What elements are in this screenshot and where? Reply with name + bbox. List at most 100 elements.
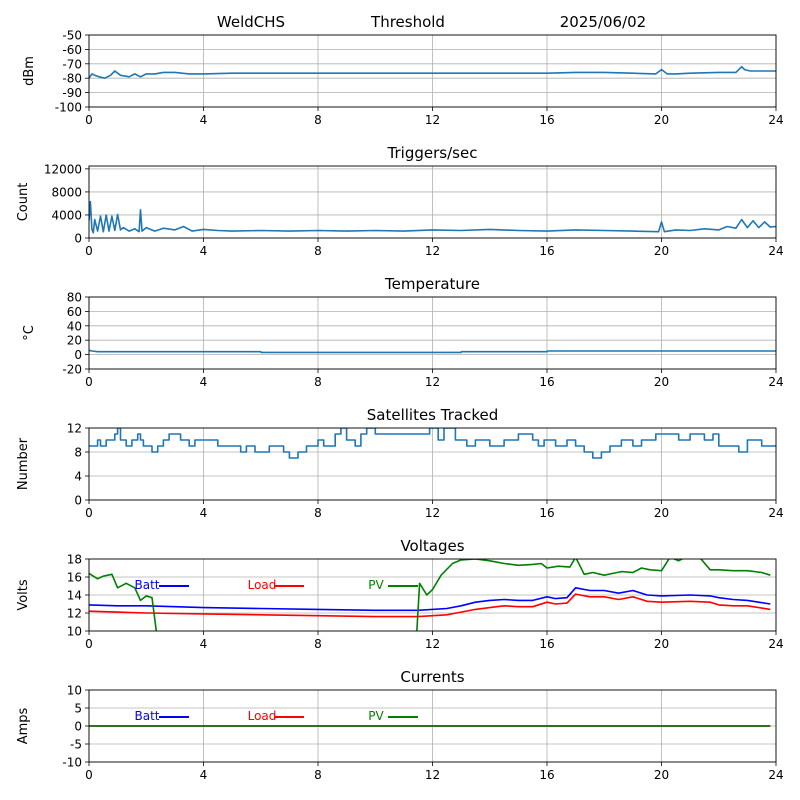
triggers-title: Triggers/sec — [387, 144, 478, 162]
triggers-series-line — [89, 200, 776, 234]
temperature-series-line — [89, 349, 776, 354]
voltages-xtick-label: 24 — [768, 637, 783, 651]
header-station: WeldCHS — [217, 13, 285, 31]
temperature-axes-frame — [88, 296, 777, 370]
temperature-xtick-label: 16 — [539, 375, 554, 389]
triggers-axes-frame — [88, 165, 777, 239]
temperature-ytick-label: 40 — [67, 319, 82, 333]
signal-xtick-label: 0 — [85, 113, 93, 127]
satellites-xtick-label: 16 — [539, 506, 554, 520]
triggers-xtick-label: 12 — [425, 244, 440, 258]
signal-panel: 0 4 8 12 16 20 24 -50-60-70-80-90-100 dBm — [22, 29, 784, 128]
voltages-ytick-label: 12 — [67, 607, 82, 621]
legend-label-batt: Batt — [135, 709, 160, 723]
legend-label-load: Load — [248, 709, 277, 723]
temperature-title: Temperature — [384, 275, 480, 293]
legend-label-pv: PV — [368, 578, 384, 592]
signal-ytick-label: -60 — [62, 43, 82, 57]
currents-ylabel: Amps — [16, 707, 31, 744]
voltages-xtick-label: 12 — [425, 637, 440, 651]
temperature-xtick-label: 12 — [425, 375, 440, 389]
voltages-series-load — [89, 593, 771, 618]
satellites-axes-frame — [88, 427, 777, 501]
voltages-ytick-label: 16 — [67, 571, 82, 585]
signal-xtick-label: 8 — [314, 113, 322, 127]
satellites-xtick-label: 24 — [768, 506, 783, 520]
signal-xtick-label: 16 — [539, 113, 554, 127]
voltages-xtick-label: 0 — [85, 637, 93, 651]
triggers-ylabel: Count — [16, 183, 31, 222]
triggers-panel: 0 4 8 12 16 20 24 12000 8000 4000 0 Triggers/sec Cou… — [16, 144, 784, 258]
signal-ytick-label: -100 — [55, 101, 82, 115]
signal-ylabel: dBm — [22, 56, 37, 86]
signal-ytick-label: -90 — [62, 86, 82, 100]
voltages-panel: 0 4 8 12 16 20 24 18 16 14 12 10 Voltages Volts Batt Lo… — [16, 537, 784, 651]
satellites-xtick-label: 0 — [85, 506, 93, 520]
satellites-xtick-label: 4 — [200, 506, 208, 520]
currents-xtick-label: 8 — [314, 768, 322, 782]
satellites-xtick-label: 12 — [425, 506, 440, 520]
currents-xtick-label: 20 — [654, 768, 669, 782]
currents-ytick-label: 5 — [74, 702, 82, 716]
voltages-title: Voltages — [400, 537, 464, 555]
header-mode: Threshold — [370, 13, 445, 31]
triggers-ytick-label: 8000 — [51, 185, 82, 199]
satellites-series-line — [89, 428, 776, 459]
temperature-xtick-label: 0 — [85, 375, 93, 389]
signal-xtick-label: 4 — [200, 113, 208, 127]
signal-xtick-label: 20 — [654, 113, 669, 127]
currents-xtick-label: 24 — [768, 768, 783, 782]
temperature-xtick-label: 8 — [314, 375, 322, 389]
temperature-xtick-label: 4 — [200, 375, 208, 389]
legend-label-pv: PV — [368, 709, 384, 723]
temperature-ytick-label: 0 — [74, 348, 82, 362]
temperature-ytick-label: -20 — [62, 363, 82, 377]
satellites-panel: 0 4 8 12 16 20 24 12 8 4 0 Satellites Tracked Number — [16, 406, 784, 520]
currents-ytick-label: 0 — [74, 720, 82, 734]
temperature-ytick-label: 60 — [67, 305, 82, 319]
signal-ytick-label: -80 — [62, 72, 82, 86]
satellites-xtick-label: 20 — [654, 506, 669, 520]
signal-xtick-label: 12 — [425, 113, 440, 127]
signal-series-line — [89, 65, 776, 79]
triggers-ytick-label: 0 — [74, 232, 82, 246]
triggers-xtick-label: 20 — [654, 244, 669, 258]
satellites-ytick-label: 4 — [74, 470, 82, 484]
currents-panel: 0 4 8 12 16 20 24 10 5 0 -5 -10 Currents Amps Batt Load… — [16, 668, 784, 782]
currents-axes-frame — [88, 689, 777, 763]
temperature-ytick-label: 80 — [67, 291, 82, 305]
voltages-xtick-label: 16 — [539, 637, 554, 651]
signal-ytick-label: -50 — [62, 29, 82, 43]
satellites-xtick-label: 8 — [314, 506, 322, 520]
voltages-ytick-label: 14 — [67, 589, 82, 603]
voltages-series-batt — [89, 586, 771, 612]
triggers-ytick-label: 12000 — [44, 162, 82, 176]
triggers-xtick-label: 16 — [539, 244, 554, 258]
satellites-ytick-label: 12 — [67, 422, 82, 436]
satellites-ytick-label: 8 — [74, 446, 82, 460]
voltages-xtick-label: 8 — [314, 637, 322, 651]
triggers-ytick-label: 4000 — [51, 208, 82, 222]
temperature-xtick-label: 20 — [654, 375, 669, 389]
triggers-xtick-label: 24 — [768, 244, 783, 258]
currents-ytick-label: -5 — [70, 738, 82, 752]
currents-ytick-label: 10 — [67, 684, 82, 698]
temperature-xtick-label: 24 — [768, 375, 783, 389]
satellites-ylabel: Number — [16, 437, 31, 490]
currents-xtick-label: 12 — [425, 768, 440, 782]
triggers-xtick-label: 4 — [200, 244, 208, 258]
temperature-ytick-label: 20 — [67, 334, 82, 348]
header-date: 2025/06/02 — [560, 13, 646, 31]
voltages-ytick-label: 10 — [67, 625, 82, 639]
signal-xtick-label: 24 — [768, 113, 783, 127]
currents-ytick-label: -10 — [62, 756, 82, 770]
currents-xtick-label: 16 — [539, 768, 554, 782]
voltages-ytick-label: 18 — [67, 553, 82, 567]
satellites-title: Satellites Tracked — [367, 406, 498, 424]
signal-axes-frame — [88, 34, 777, 108]
voltages-xtick-label: 4 — [200, 637, 208, 651]
currents-title: Currents — [400, 668, 464, 686]
